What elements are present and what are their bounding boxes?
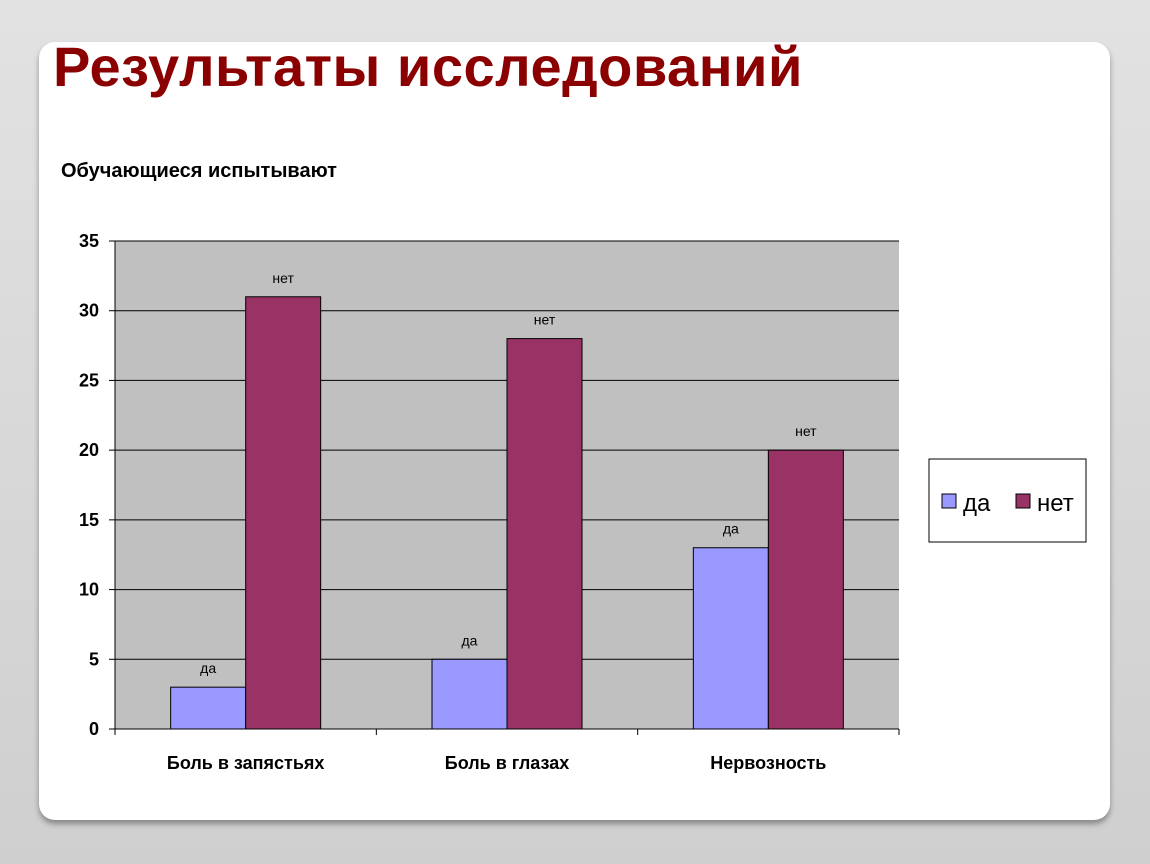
y-tick-label-20: 20	[79, 440, 99, 460]
y-tick-label-35: 35	[79, 231, 99, 251]
legend-label-0: да	[963, 490, 991, 517]
category-label-0: Боль в запястьях	[167, 753, 325, 773]
category-label-1: Боль в глазах	[445, 753, 570, 773]
legend-label-1: нет	[1037, 490, 1074, 517]
y-tick-label-25: 25	[79, 370, 99, 390]
category-labels: Боль в запястьях Боль в глазах Нервозность	[167, 753, 826, 773]
chart-title: Обучающиеся испытывают	[61, 160, 337, 182]
y-tick-label-15: 15	[79, 510, 99, 530]
data-label-1-0: нет	[272, 270, 294, 286]
legend-swatch-0	[941, 493, 957, 509]
y-tick-label-30: 30	[79, 301, 99, 321]
data-label-1-2: нет	[795, 423, 817, 439]
axes	[109, 240, 900, 735]
category-label-2: Нервозность	[710, 753, 826, 773]
data-label-1-1: нет	[534, 312, 556, 328]
bar-0-1	[431, 658, 508, 730]
data-label-0-0: да	[200, 660, 216, 676]
slide-title: Результаты исследований	[53, 35, 803, 98]
y-tick-label-0: 0	[89, 719, 99, 739]
bar-1-1	[506, 338, 583, 730]
bars	[170, 296, 844, 730]
data-labels: да нет да нет да нет	[200, 270, 817, 676]
data-label-0-1: да	[462, 632, 478, 648]
y-tick-label-10: 10	[79, 580, 99, 600]
y-tick-label-5: 5	[89, 649, 99, 669]
bar-0-2	[692, 547, 769, 730]
legend-swatch-1	[1015, 493, 1031, 509]
legend: да нет	[928, 458, 1087, 543]
bar-0-0	[170, 686, 247, 730]
data-label-0-2: да	[723, 521, 739, 537]
bar-1-0	[245, 296, 322, 730]
bar-1-2	[767, 449, 844, 730]
y-tick-labels: 0 5 10 15 20 25 30 35	[79, 231, 99, 739]
